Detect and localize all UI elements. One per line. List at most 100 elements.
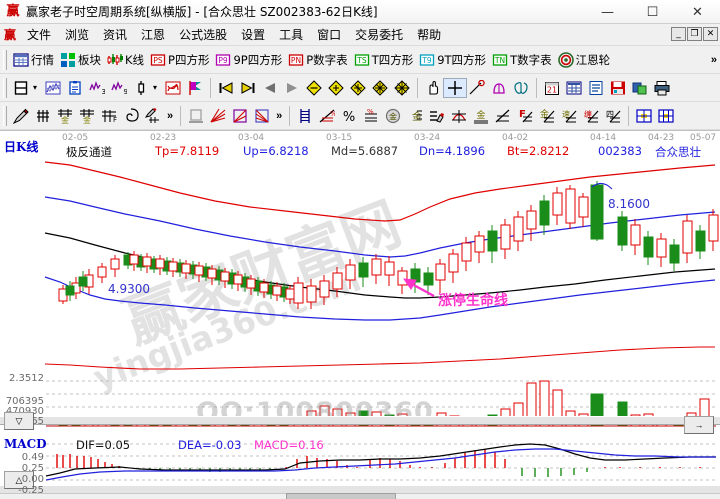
crosshair-button[interactable] [443,77,468,98]
toolbar3-grip[interactable] [3,105,7,126]
pen-grid-button[interactable] [142,107,164,125]
menu-item-settings[interactable]: 设置 [241,28,266,42]
menu-item-trade[interactable]: 交易委托 [355,28,404,42]
toolbar-button-gann-wheel[interactable]: 江恩轮 [555,51,614,69]
f-grid-button[interactable]: F [98,107,120,125]
toolbar-grip[interactable] [3,49,7,70]
brain-analysis-button[interactable] [510,79,532,97]
toolbar3-group-a-overflow[interactable]: » [167,109,174,122]
menu-item-tools[interactable]: 工具 [279,28,304,42]
menu-item-gann[interactable]: 江恩 [141,28,166,42]
calendar21-button[interactable]: 21 [541,79,563,97]
ma3-button[interactable]: 3 [86,79,108,97]
menu-item-formula-screen[interactable]: 公式选股 [179,28,228,42]
frame-button[interactable] [185,107,207,125]
menu-item-news[interactable]: 资讯 [103,28,128,42]
period-button[interactable]: ▾ [10,79,42,97]
ladder-button[interactable] [294,107,316,125]
diamond-tool-4[interactable] [369,79,391,97]
price-chart-canvas[interactable] [0,159,720,421]
chan-line-button[interactable]: 缠 [580,107,602,125]
toolbar-button-quote[interactable]: 行情 [10,51,57,69]
copy-button[interactable] [629,79,651,97]
menu-item-window[interactable]: 窗口 [317,28,342,42]
toolbar-button-p-square[interactable]: PS P四方形 [147,51,212,69]
pen-red-button[interactable] [10,107,32,125]
tangle-web-button[interactable] [162,79,184,97]
diamond-tool-2[interactable] [325,79,347,97]
mdi-restore-button[interactable]: ❐ [687,27,702,41]
four-line-button[interactable]: 四 [602,107,624,125]
percent-sign-button[interactable]: % [338,107,360,125]
scroll-down-button[interactable]: ▽ [4,412,34,430]
panel-splitter-1[interactable] [0,416,720,425]
gold-line-button[interactable]: 金 [470,107,492,125]
candle-dropdown-caret[interactable]: ▾ [153,83,158,92]
diamond-tool-1[interactable] [303,79,325,97]
minimize-button[interactable]: — [601,4,614,20]
diamond-tool-3[interactable] [347,79,369,97]
close-button[interactable]: ✕ [692,4,703,20]
draw-fan-button[interactable] [488,79,510,97]
horizontal-scrollbar-thumb[interactable] [286,493,396,499]
toolbar-button-kline[interactable]: K线 [104,51,147,69]
percent-strike-button[interactable]: % [360,107,382,125]
spiral-button[interactable] [120,107,142,125]
hand-pan-button[interactable] [422,79,444,97]
note-view-button[interactable] [585,79,607,97]
print-button[interactable] [651,79,673,97]
chart-area[interactable]: 赢家财富网 yingjia360.com [0,130,720,494]
split-window2-button[interactable] [655,107,677,125]
split-window1-button[interactable] [633,107,655,125]
gold-grid2-button[interactable]: 金 [76,107,98,125]
fan-lines-button[interactable] [207,107,229,125]
draw-arc-button[interactable] [466,79,488,97]
toolbar-button-p-number-table[interactable]: PN P数字表 [285,51,350,69]
menu-item-help[interactable]: 帮助 [417,28,442,42]
toolbar-button-blocks[interactable]: 板块 [57,51,104,69]
pen-ink-button[interactable] [426,107,448,125]
menu-item-browse[interactable]: 浏览 [65,28,90,42]
maximize-button[interactable]: ☐ [646,4,659,20]
scroll-up-button[interactable]: △ [4,471,34,489]
mdi-minimize-button[interactable]: _ [671,27,686,41]
ma9-button[interactable]: 9 [108,79,130,97]
gold-angle-button[interactable]: 金 [536,107,558,125]
mdi-close-button[interactable]: ✕ [703,27,718,41]
diamond-tool-5[interactable] [391,79,413,97]
toolbar-button-9p-square[interactable]: P9 9P四方形 [212,51,285,69]
menu-item-file[interactable]: 文件 [27,28,52,42]
speed-line-button[interactable]: 速 [558,107,580,125]
gold-circle-button[interactable]: 金 [382,107,404,125]
table-view-button[interactable] [563,79,585,97]
box-lines-button[interactable] [229,107,251,125]
first-page-button[interactable] [215,79,237,97]
toolbar-button-9t-square[interactable]: T9 9T四方形 [416,51,489,69]
gold-grid1-button[interactable]: 金 [54,107,76,125]
gann-fan-grid-button[interactable] [32,107,54,125]
percent-line-button[interactable]: % [316,107,338,125]
overlay-compare-button[interactable] [42,79,64,97]
period-dropdown-caret[interactable]: ▾ [33,83,38,92]
macd-panel[interactable] [0,441,720,493]
arc-tool-button[interactable] [448,107,470,125]
candle-style-button[interactable]: ▾ [130,79,162,97]
save-button[interactable] [607,79,629,97]
report-button[interactable] [64,79,86,97]
f-angle-button[interactable]: F [514,107,536,125]
net-lines-button[interactable] [251,107,273,125]
prev-page-button[interactable] [259,79,281,97]
volume-nav-right-button[interactable]: → [684,416,714,434]
toolbar-overflow-chevron[interactable]: » [710,53,717,66]
flag-marker-button[interactable] [184,79,206,97]
tn-table-icon: TN [492,52,508,68]
toolbar3-group-b-overflow[interactable]: » [276,109,283,122]
toolbar-button-t-number-table[interactable]: TN T数字表 [489,51,555,69]
gold-bar-button[interactable]: 金 [404,107,426,125]
next-page-button[interactable] [281,79,303,97]
toolbar2-grip[interactable] [3,77,7,98]
angle-button[interactable] [492,107,514,125]
last-page-button[interactable] [237,79,259,97]
toolbar-button-t-square[interactable]: TS T四方形 [351,51,417,69]
draw-fan-icon [491,80,507,96]
